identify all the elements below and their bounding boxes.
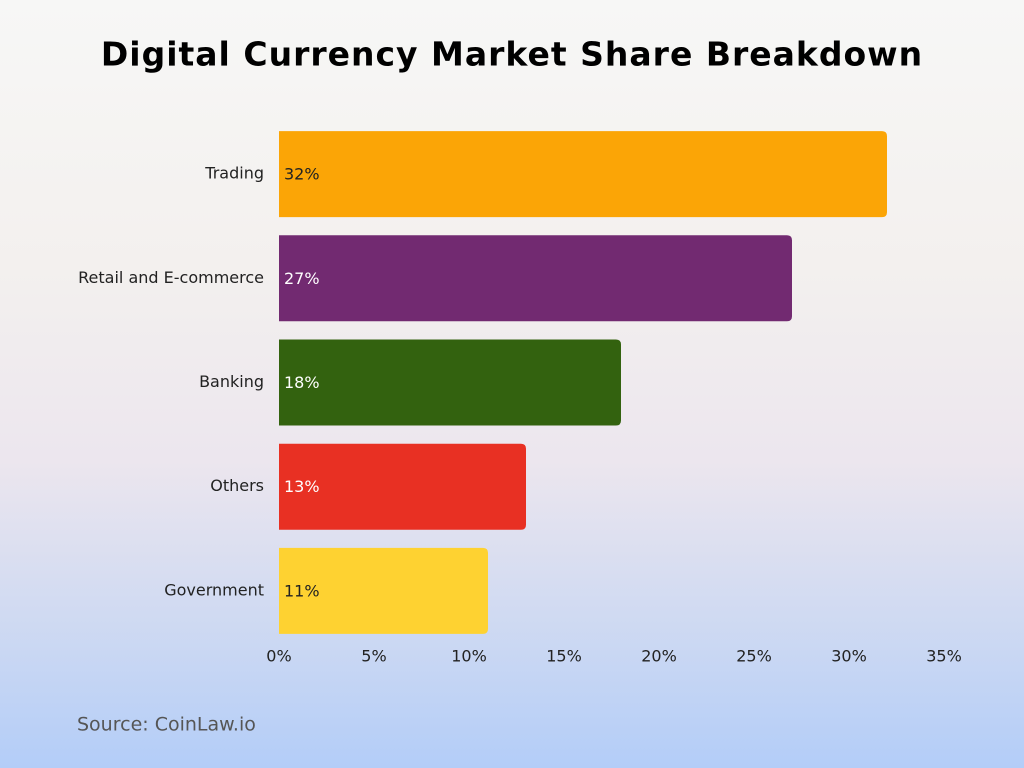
bar	[279, 235, 792, 322]
value-label: 11%	[284, 581, 320, 600]
chart-title: Digital Currency Market Share Breakdown	[101, 35, 923, 74]
bar	[279, 339, 621, 426]
value-label: 32%	[284, 165, 320, 184]
x-tick-label: 35%	[926, 647, 962, 666]
x-tick-label: 5%	[361, 647, 386, 666]
source: Source: CoinLaw.io	[77, 714, 256, 736]
y-tick-label: Others	[210, 476, 264, 495]
bar	[279, 131, 887, 218]
x-tick-label: 20%	[641, 647, 677, 666]
x-tick-label: 25%	[736, 647, 772, 666]
x-tick-label: 0%	[266, 647, 291, 666]
bar	[279, 547, 488, 634]
y-tick-label: Government	[164, 580, 264, 599]
x-tick-label: 15%	[546, 647, 582, 666]
x-tick-label: 10%	[451, 647, 487, 666]
y-tick-label: Banking	[199, 372, 264, 391]
y-tick-label: Retail and E-commerce	[78, 268, 264, 287]
y-tick-label: Trading	[204, 164, 264, 183]
bar	[279, 443, 526, 530]
value-label: 27%	[284, 269, 320, 288]
x-tick-label: 30%	[831, 647, 867, 666]
value-label: 18%	[284, 373, 320, 392]
value-label: 13%	[284, 477, 320, 496]
